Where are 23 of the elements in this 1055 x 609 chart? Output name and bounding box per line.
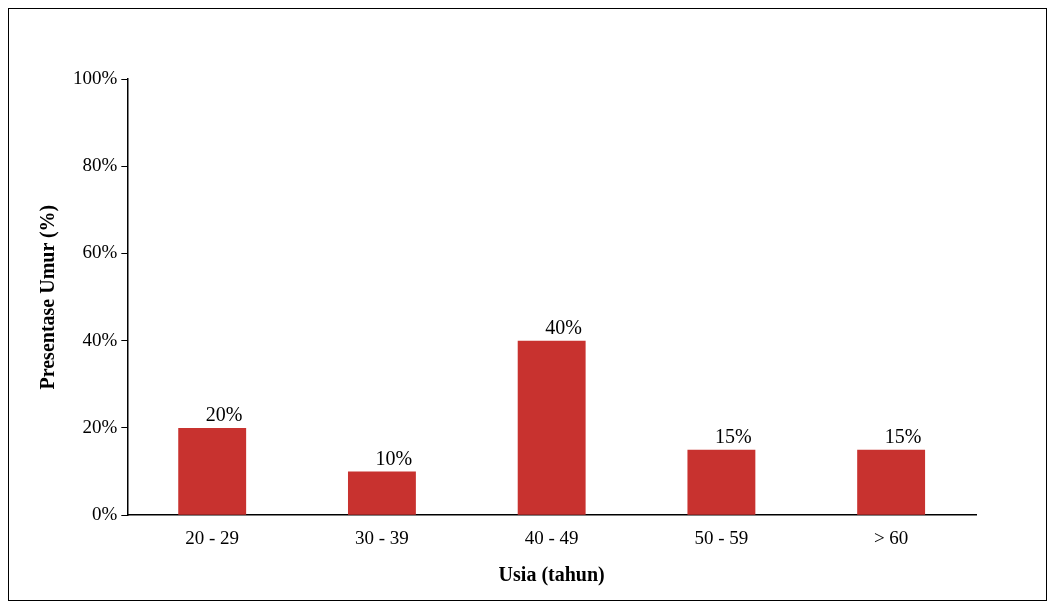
- data-label: 15%: [884, 425, 922, 448]
- x-tick-label: 30 - 39: [355, 526, 409, 548]
- bar: [347, 471, 416, 515]
- x-tick-label: > 60: [873, 526, 909, 548]
- y-axis-title: Presentase Umur (%): [36, 204, 60, 390]
- x-tick-label: 40 - 49: [524, 526, 579, 548]
- data-label: 20%: [205, 403, 243, 426]
- y-tick-label: 60%: [82, 241, 118, 263]
- y-tick-label: 40%: [82, 328, 118, 350]
- y-tick-label: 0%: [92, 503, 118, 525]
- bar: [857, 449, 926, 515]
- bar: [178, 427, 247, 515]
- y-tick-label: 100%: [73, 66, 118, 88]
- x-axis-title: Usia (tahun): [498, 563, 605, 587]
- bar: [687, 449, 756, 515]
- y-tick-label: 80%: [82, 154, 118, 176]
- data-label: 40%: [545, 315, 582, 338]
- x-tick-label: 20 - 29: [185, 526, 240, 548]
- y-tick-label: 20%: [82, 415, 118, 437]
- data-label: 15%: [715, 425, 752, 448]
- x-tick-label: 50 - 59: [694, 526, 749, 548]
- bar: [517, 340, 586, 515]
- data-label: 10%: [375, 446, 413, 469]
